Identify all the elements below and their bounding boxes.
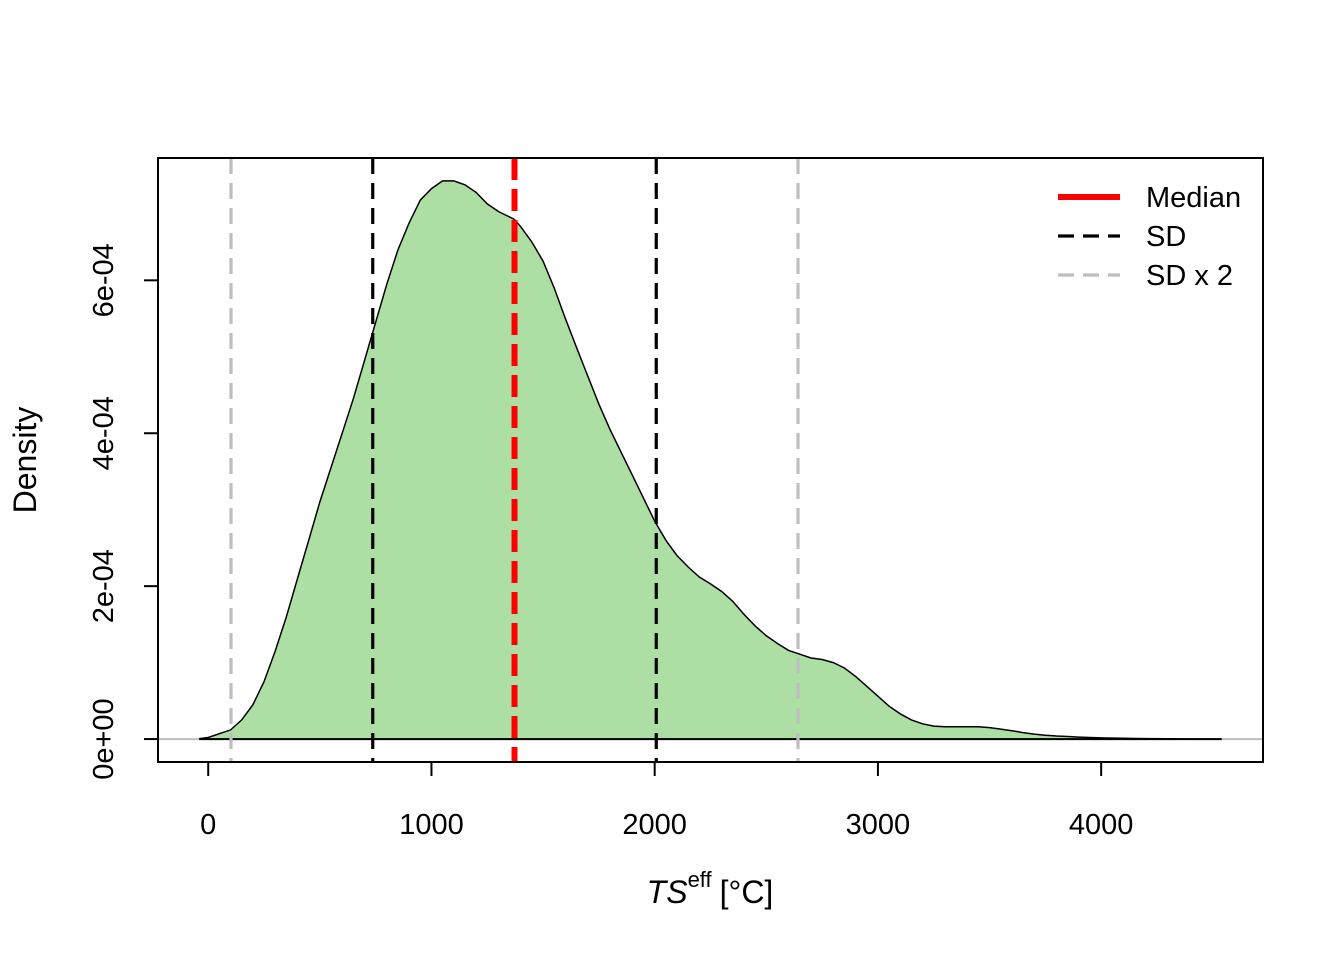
y-tick-label: 6e-04 xyxy=(88,243,120,317)
x-axis-label-sup: eff xyxy=(688,867,713,892)
x-tick-label: 0 xyxy=(200,809,216,841)
plot-layer xyxy=(158,180,1263,741)
legend: Median SD SD x 2 xyxy=(1058,182,1241,292)
x-tick-label: 2000 xyxy=(622,809,687,841)
y-axis: 0e+00 2e-04 4e-04 6e-04 xyxy=(88,243,159,780)
x-axis-label: TSeff [°C] xyxy=(647,867,774,910)
x-axis: 0 1000 2000 3000 4000 xyxy=(200,761,1134,841)
x-tick-label: 4000 xyxy=(1069,809,1134,841)
density-area xyxy=(198,180,1223,740)
reference-lines xyxy=(229,158,800,762)
y-tick-label: 2e-04 xyxy=(88,549,120,623)
legend-label: SD xyxy=(1146,221,1186,253)
y-tick-label: 0e+00 xyxy=(88,698,120,779)
y-axis-label: Density xyxy=(7,407,43,514)
x-tick-label: 3000 xyxy=(846,809,911,841)
x-axis-label-unit: [°C] xyxy=(720,874,774,910)
legend-label: Median xyxy=(1146,182,1241,214)
y-tick-label: 4e-04 xyxy=(88,396,120,470)
x-axis-label-main: TS xyxy=(647,874,688,910)
legend-label: SD x 2 xyxy=(1146,260,1233,292)
x-tick-label: 1000 xyxy=(399,809,464,841)
